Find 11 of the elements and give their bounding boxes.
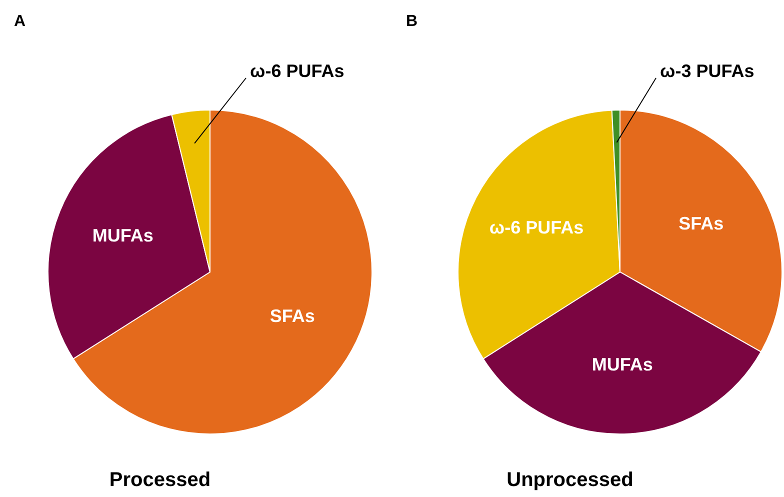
- slice-label: ω-6 PUFAs: [489, 218, 584, 238]
- text: Unprocessed: [506, 469, 634, 491]
- chart-title: B: [406, 13, 418, 30]
- slice-label: SFAs: [270, 306, 315, 326]
- slice-label: MUFAs: [92, 226, 154, 246]
- slice-label: SFAs: [678, 213, 724, 234]
- slice-label: ω-3 PUFAs: [660, 60, 754, 81]
- slice-label: ω-6 PUFAs: [250, 60, 344, 81]
- chart-title: A: [14, 13, 26, 30]
- slice-label: MUFAs: [592, 354, 653, 375]
- text: Processed: [109, 469, 211, 491]
